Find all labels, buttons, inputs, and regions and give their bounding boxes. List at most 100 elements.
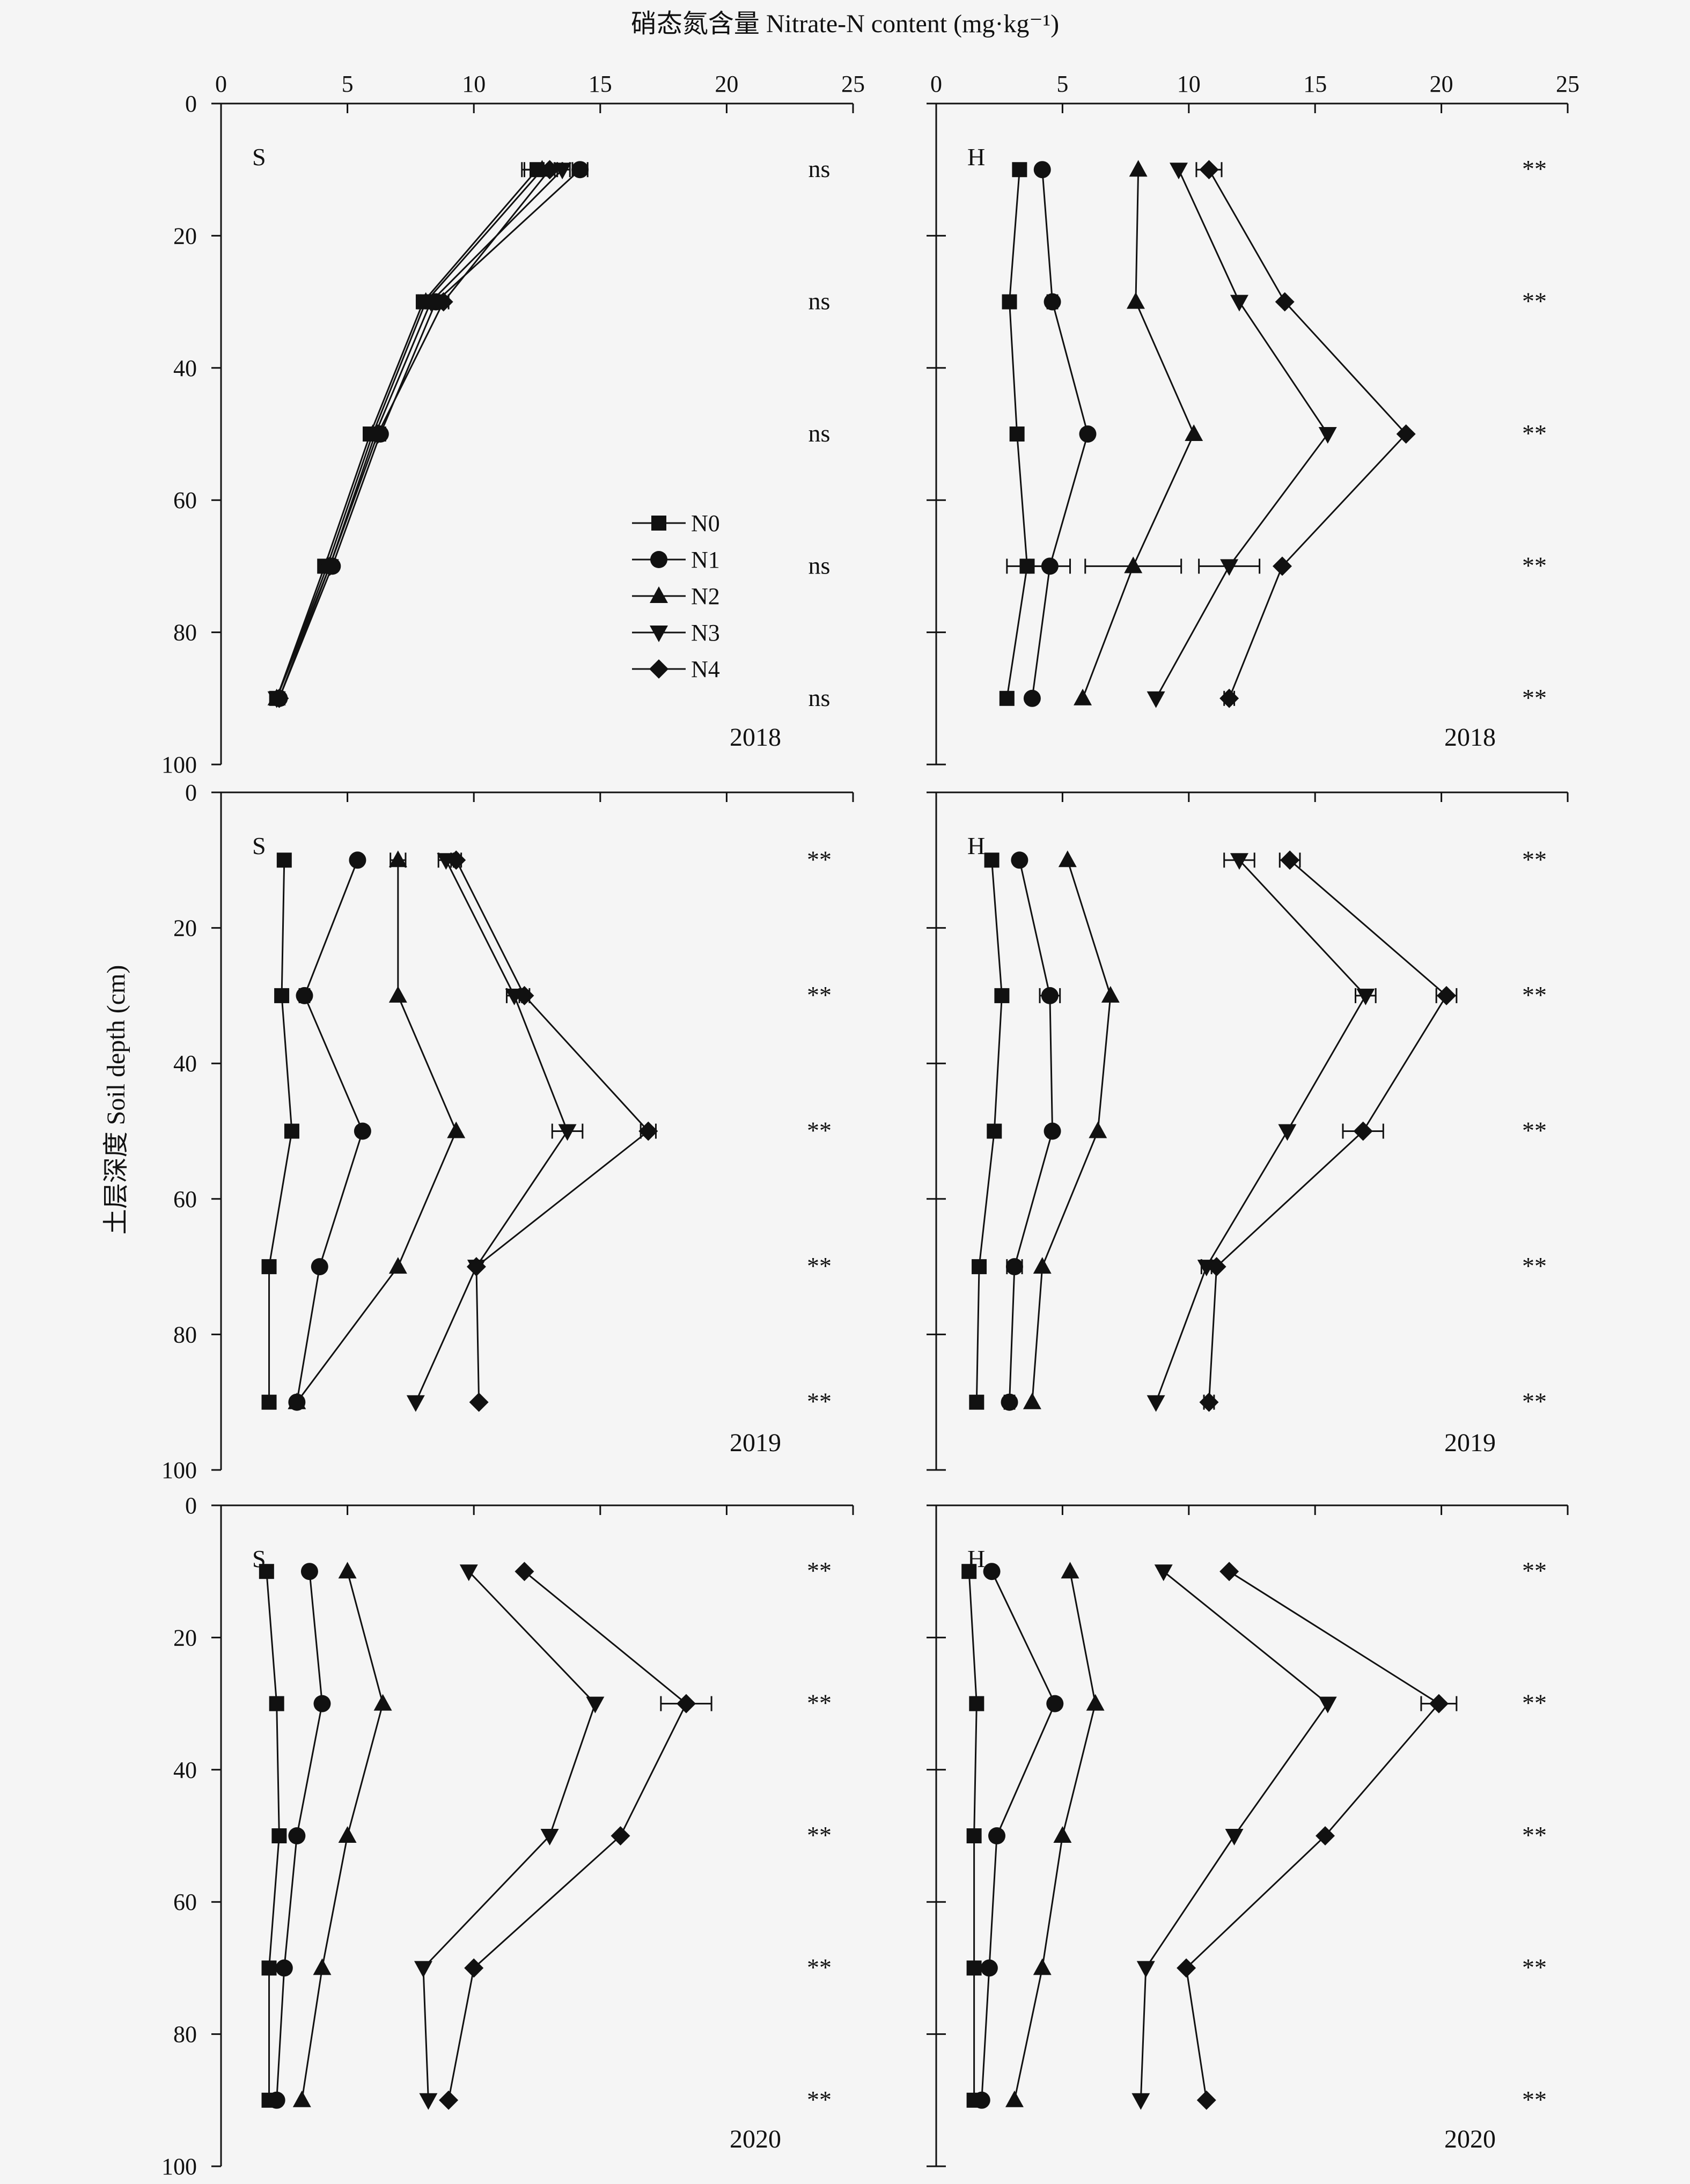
significance-label: ** (1522, 981, 1547, 1009)
legend-marker-N4 (649, 659, 668, 679)
significance-label: ** (807, 1557, 832, 1584)
significance-label: ns (809, 288, 831, 315)
point-N3 (406, 1395, 425, 1412)
point-N0 (259, 1564, 274, 1579)
point-N2 (338, 1826, 357, 1843)
point-N1 (1079, 425, 1097, 443)
point-N0 (999, 690, 1015, 706)
significance-label: ** (1522, 420, 1547, 447)
point-N2 (1129, 160, 1148, 177)
point-N4 (611, 1826, 630, 1845)
point-N4 (320, 556, 340, 576)
significance-label: ** (807, 1117, 832, 1144)
y-tick-label: 40 (173, 1050, 197, 1077)
point-N0 (271, 1828, 287, 1843)
point-N2 (1089, 1121, 1107, 1138)
point-N2 (338, 1562, 357, 1579)
panel-H-2019: H 2019 ** ** ** ** ** (927, 791, 1569, 1471)
point-N2 (388, 1257, 407, 1274)
significance-label: ** (1522, 1821, 1547, 1849)
point-N4 (269, 688, 289, 708)
point-N4 (1353, 1121, 1373, 1141)
point-N2 (1033, 1958, 1052, 1975)
point-N3 (419, 2093, 438, 2110)
significance-label: ** (807, 981, 832, 1009)
year-label: 2019 (730, 1429, 781, 1457)
point-N4 (466, 1257, 486, 1277)
point-N3 (1169, 163, 1188, 180)
point-N3 (1318, 1696, 1337, 1714)
panel-S-2018: 0 5 10 15 20 25 0 20 40 60 80 100 S 2018 ns ns ns ns ns (161, 71, 865, 778)
point-N4 (1275, 292, 1295, 312)
y-tick-label: 40 (173, 355, 197, 381)
point-N0 (969, 1394, 984, 1410)
x-tick-label: 0 (215, 71, 227, 97)
significance-label: ns (809, 684, 831, 711)
point-N2 (1086, 1694, 1105, 1711)
x-tick-label: 10 (462, 71, 486, 97)
y-tick-label: 0 (185, 1492, 197, 1519)
point-N2 (1185, 424, 1203, 441)
significance-label: ** (1522, 1557, 1547, 1584)
significance-label: ** (1522, 2086, 1547, 2113)
point-N1 (311, 1258, 328, 1276)
point-N3 (1225, 1829, 1244, 1845)
point-N3 (1230, 853, 1248, 870)
y-tick-label: 80 (173, 2021, 197, 2048)
point-N2 (313, 1958, 332, 1975)
point-N3 (558, 1124, 577, 1141)
significance-label: ** (1522, 845, 1547, 873)
point-N4 (1429, 1694, 1449, 1714)
legend-label-N2: N2 (691, 583, 720, 609)
point-N1 (1001, 1393, 1018, 1411)
point-N0 (972, 1259, 987, 1275)
point-N2 (388, 986, 407, 1003)
year-label: 2020 (730, 2125, 781, 2153)
x-axis-title: 硝态氮含量 Nitrate-N content (mg·kg⁻¹) (631, 10, 1059, 38)
point-N0 (1002, 294, 1017, 310)
point-N0 (261, 1394, 277, 1410)
point-N2 (1023, 1392, 1041, 1409)
point-N3 (586, 1696, 605, 1714)
point-N2 (1061, 1562, 1079, 1579)
x-tick-label: 20 (1430, 71, 1453, 97)
significance-label: ** (807, 1953, 832, 1981)
point-N0 (966, 1828, 982, 1843)
point-N4 (1207, 1257, 1226, 1277)
point-N2 (1005, 2090, 1024, 2107)
x-tick-label: 0 (930, 71, 942, 97)
x-tick-label: 25 (841, 71, 865, 97)
point-N0 (984, 852, 1000, 868)
year-label: 2018 (1444, 723, 1496, 752)
point-N4 (368, 424, 388, 444)
point-N3 (553, 163, 572, 180)
point-N0 (969, 1696, 984, 1711)
point-N2 (1053, 1826, 1072, 1843)
point-N1 (1011, 851, 1028, 869)
y-tick-label: 40 (173, 1757, 197, 1783)
point-N2 (1033, 1257, 1052, 1274)
point-N4 (446, 850, 466, 870)
point-N2 (1101, 986, 1120, 1003)
x-tick-label: 20 (715, 71, 738, 97)
point-N2 (1058, 850, 1077, 867)
significance-label: ** (1522, 155, 1547, 182)
point-N4 (1396, 424, 1416, 444)
y-tick-label: 20 (173, 915, 197, 942)
point-N1 (983, 1563, 1001, 1580)
y-tick-label: 0 (185, 91, 197, 117)
point-N0 (987, 1123, 1002, 1139)
x-tick-label: 5 (342, 71, 354, 97)
y-tick-label: 100 (161, 1457, 197, 1483)
point-N2 (288, 1392, 306, 1409)
point-N3 (1131, 2093, 1150, 2110)
panel-H-2018: 0 5 10 15 20 25 H 2018 ** ** ** ** ** (927, 71, 1579, 766)
x-tick-label: 15 (589, 71, 612, 97)
point-N0 (994, 988, 1010, 1003)
legend-marker-N1 (650, 551, 667, 568)
point-N0 (269, 1696, 284, 1711)
legend-marker-N2 (650, 586, 668, 603)
y-axis-title: 土层深度 Soil depth (cm) (102, 965, 130, 1235)
